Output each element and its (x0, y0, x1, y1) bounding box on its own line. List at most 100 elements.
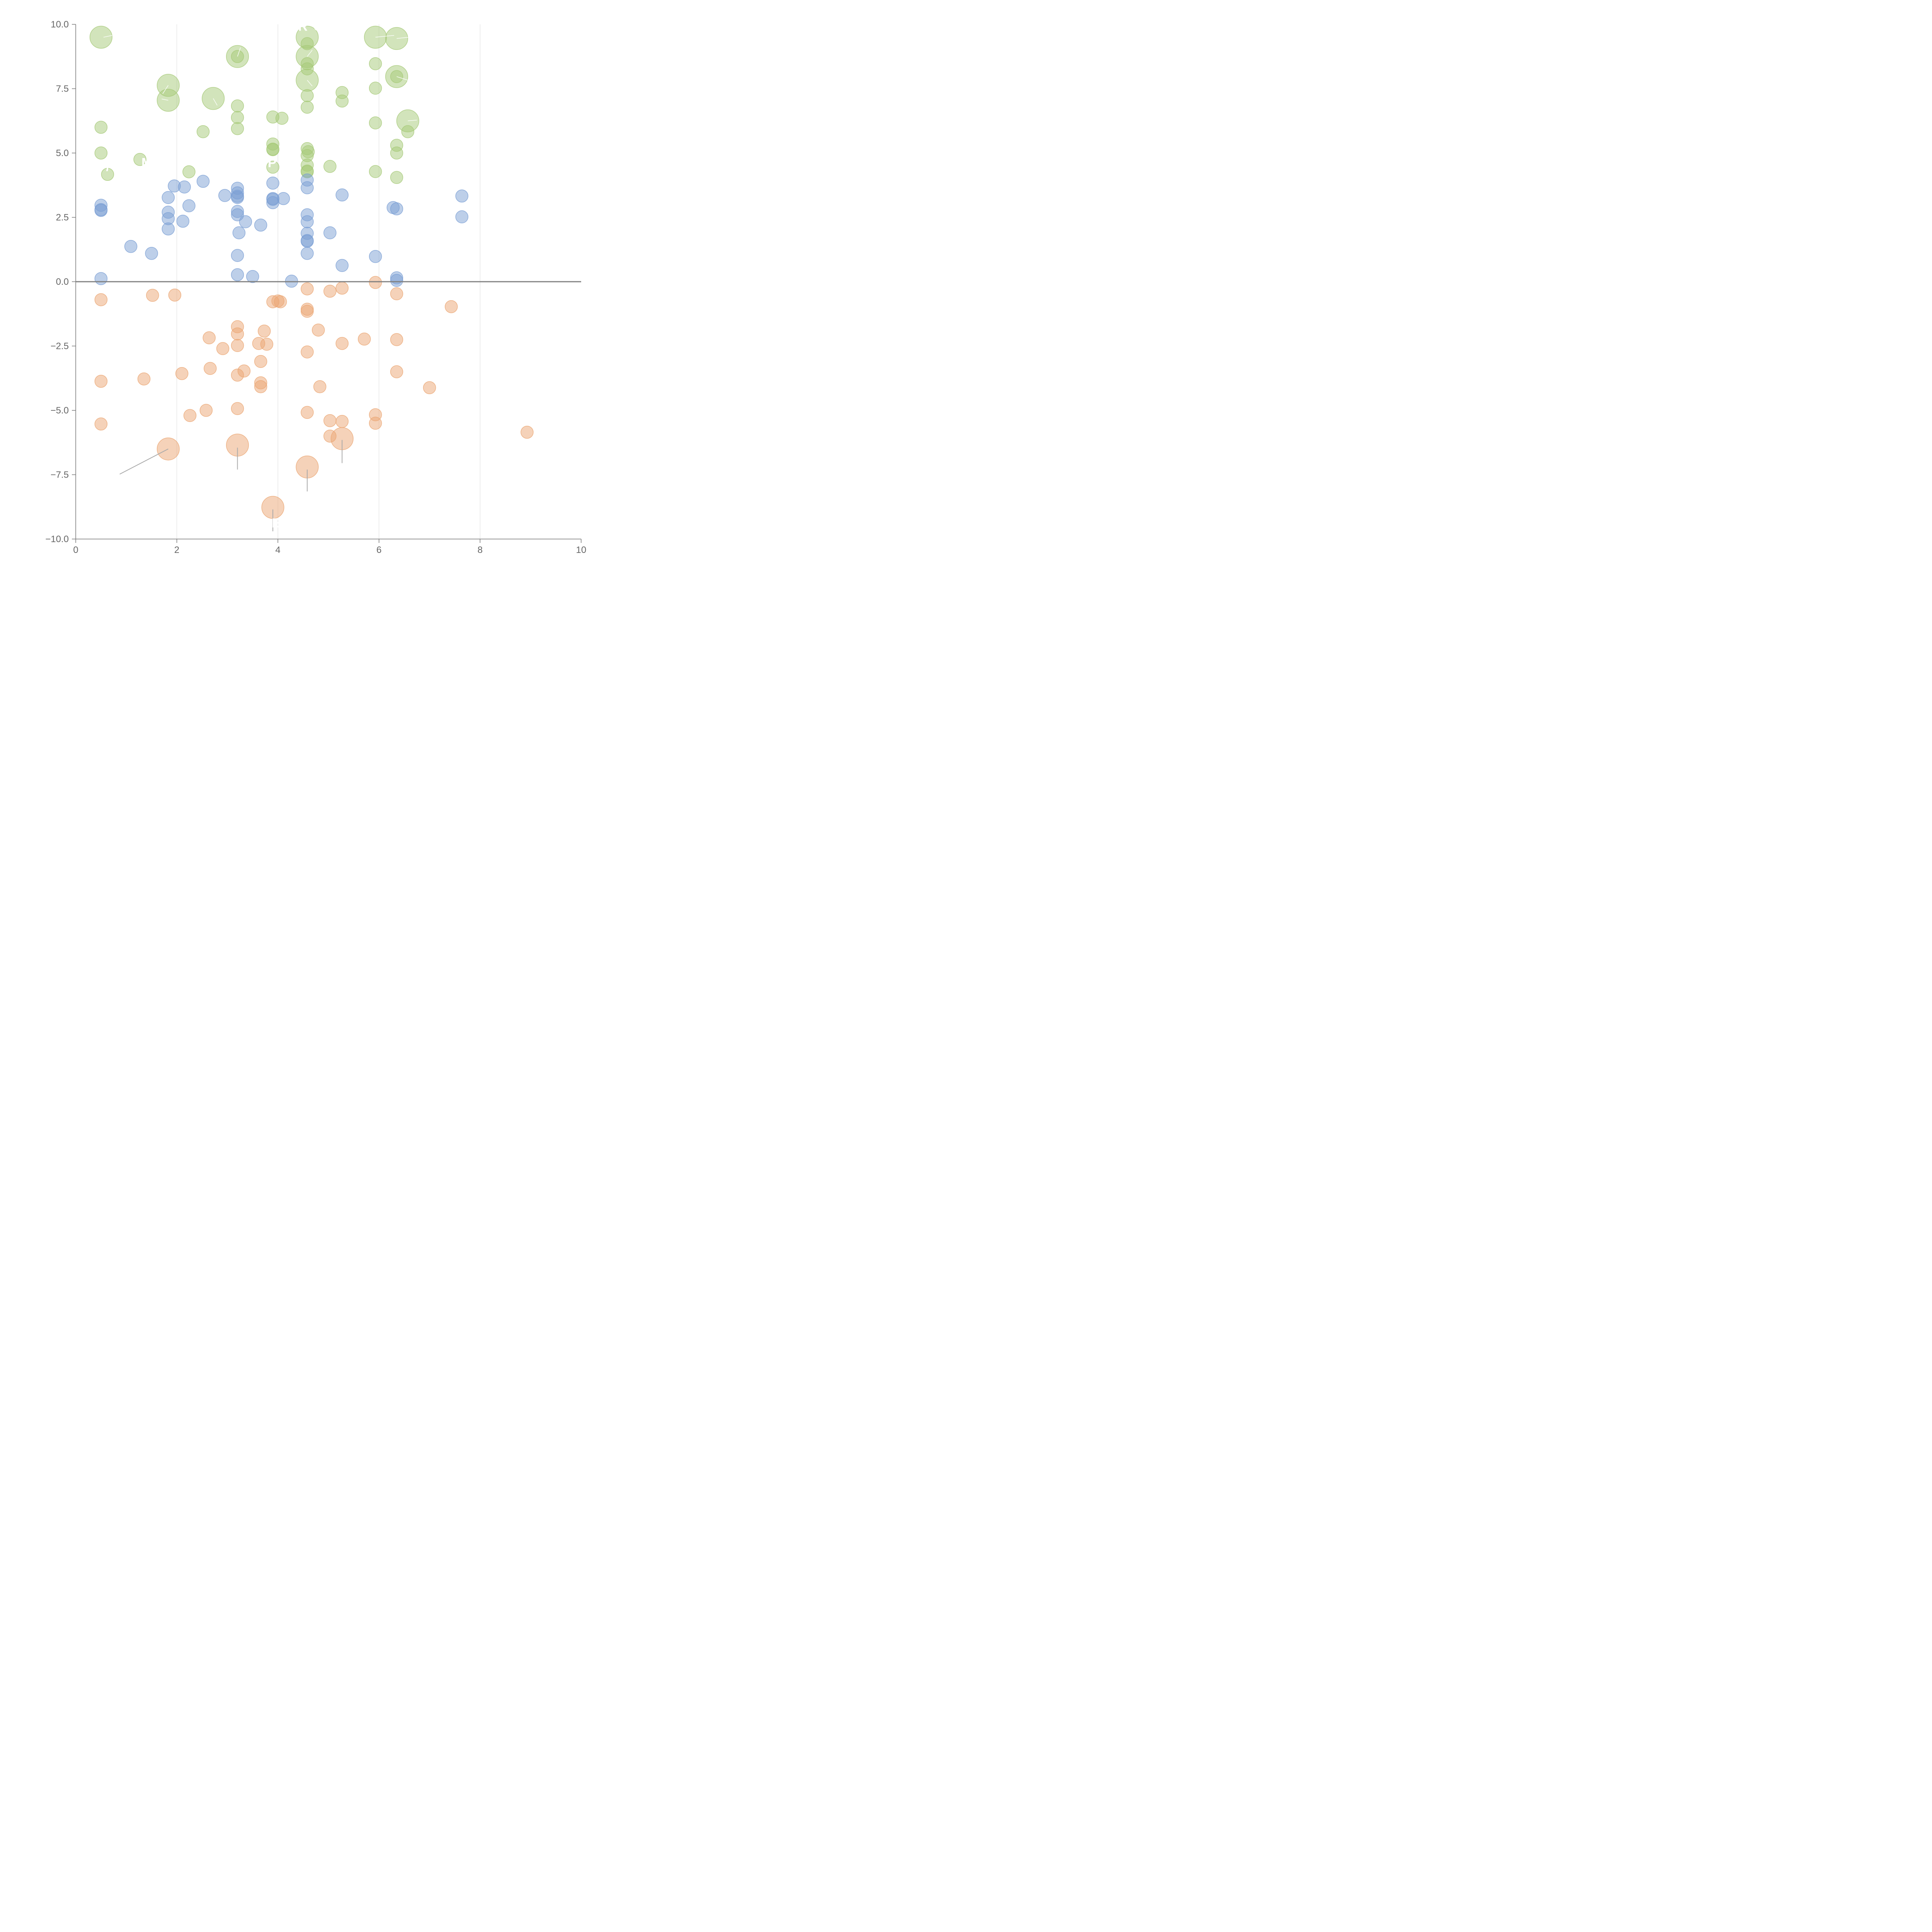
annotations: R O / M P E (106, 19, 323, 531)
blue-point (335, 188, 349, 202)
scatter-points (89, 26, 534, 519)
y-tick-label: 5.0 (56, 148, 69, 158)
x-tick-label: 8 (478, 545, 483, 555)
orange-point (231, 402, 244, 415)
orange-point (323, 429, 337, 443)
blue-point (162, 191, 175, 204)
green-point (231, 111, 244, 124)
orange-point (520, 425, 534, 439)
orange-point (231, 327, 244, 340)
green-point (335, 94, 349, 108)
orange-point (369, 417, 382, 430)
annotation-leader-line (103, 35, 112, 38)
green-point (323, 160, 337, 173)
orange-point (358, 332, 371, 346)
orange-point (301, 406, 314, 419)
y-tick-label: 10.0 (51, 19, 69, 30)
orange-point (94, 374, 108, 388)
annotation-leader-line (375, 35, 395, 38)
green-point (385, 27, 408, 50)
x-tick-label: 6 (376, 545, 381, 555)
green-point (94, 146, 108, 160)
orange-point (390, 287, 403, 301)
blue-point (455, 210, 469, 223)
green-point (182, 165, 196, 179)
green-point (266, 143, 279, 156)
blue-point (162, 222, 175, 236)
green-point (390, 146, 403, 160)
orange-point (94, 293, 108, 306)
orange-point (168, 288, 182, 302)
y-tick-label: −5.0 (51, 405, 69, 416)
orange-point (390, 365, 403, 378)
green-point (196, 125, 210, 138)
y-tick-label: 7.5 (56, 84, 69, 94)
blue-point (176, 214, 190, 228)
annotation-leader-line (396, 37, 410, 39)
orange-point (94, 417, 108, 431)
orange-point (335, 281, 349, 295)
orange-point (231, 339, 244, 352)
blue-point (145, 247, 158, 260)
blue-point (239, 215, 252, 228)
blue-point (94, 272, 108, 285)
annotation-label: R (298, 19, 308, 34)
orange-point (323, 414, 337, 427)
annotation-label: P (268, 156, 277, 170)
green-point (301, 37, 314, 50)
green-point (231, 99, 244, 112)
orange-point (335, 337, 349, 350)
orange-point (390, 333, 403, 346)
blue-point (246, 270, 259, 283)
annotation-leader-line (162, 99, 168, 101)
blue-point (277, 192, 290, 205)
annotation-label: / (106, 160, 110, 174)
green-point (133, 153, 146, 166)
y-tick-label: 2.5 (56, 213, 69, 223)
blue-point (94, 204, 108, 217)
blue-point (254, 218, 267, 232)
blue-point (301, 235, 314, 248)
y-tick-label: 0.0 (56, 277, 69, 287)
annotation-leader-line (237, 47, 241, 57)
scatter-chart: −10.0 −7.5 −5.0 −2.5 0.0 2.5 5.0 7.5 10.0 0 2 4 6 8 10… (45, 19, 587, 555)
green-point (369, 57, 382, 70)
orange-point (137, 372, 151, 386)
annotation-label: E (272, 516, 281, 531)
orange-point (216, 342, 230, 355)
annotation-leader-line (307, 50, 313, 57)
green-point (89, 26, 112, 49)
green-point (301, 100, 314, 114)
x-tick-label: 10 (576, 545, 587, 555)
blue-point (335, 259, 349, 272)
x-tick-label: 0 (73, 545, 78, 555)
annotation-leader-line (119, 449, 168, 475)
annotation-label: O (313, 19, 323, 34)
annotation-leader-line (213, 98, 218, 106)
x-tick-label: 4 (276, 545, 281, 555)
orange-point (312, 323, 325, 337)
blue-point (301, 247, 314, 260)
blue-point (124, 240, 138, 253)
blue-point (178, 180, 191, 194)
blue-point (232, 226, 246, 240)
orange-point (335, 415, 349, 428)
leader-lines (103, 35, 417, 532)
green-point (101, 168, 114, 181)
green-point (369, 82, 382, 95)
annotation-leader-line (307, 80, 313, 87)
blue-point (301, 215, 314, 228)
orange-point (156, 437, 180, 461)
orange-point (202, 331, 216, 344)
annotation-label: M (141, 156, 152, 170)
orange-point (237, 364, 251, 378)
annotation-leader-line (162, 85, 168, 94)
blue-point (369, 250, 382, 263)
blue-point (390, 202, 403, 216)
orange-point (369, 276, 382, 289)
orange-point (301, 345, 314, 359)
orange-point (199, 404, 213, 417)
orange-point (274, 295, 287, 308)
green-point (369, 165, 382, 178)
blue-point (182, 199, 196, 213)
